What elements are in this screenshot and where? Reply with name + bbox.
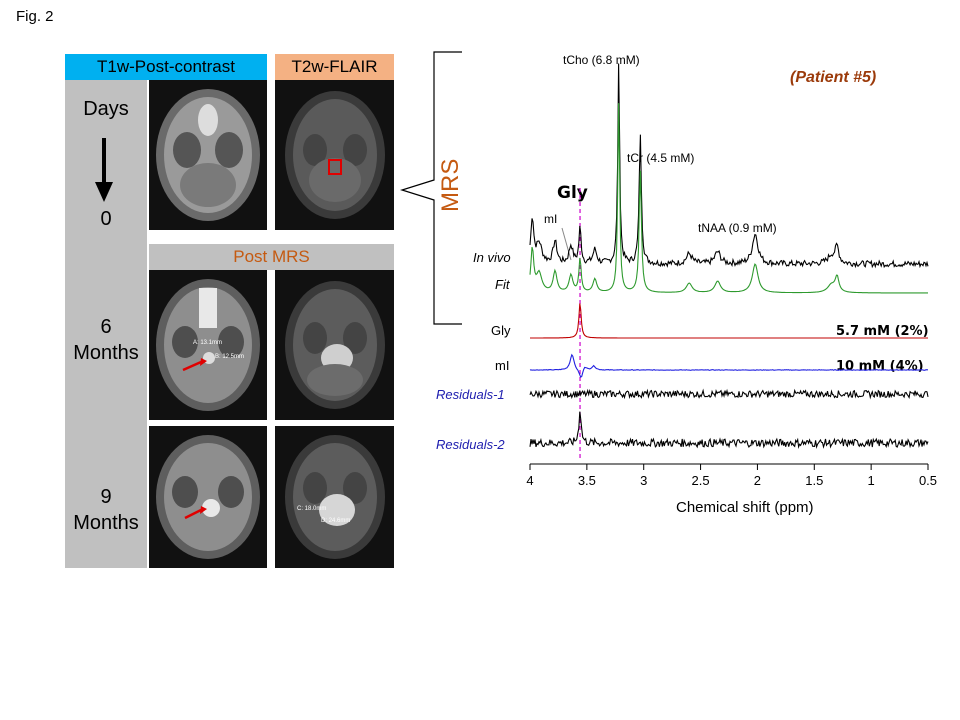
mri-t1-6months: A: 13.1mm B: 12.5mm: [149, 270, 267, 420]
annotation-d: D: 24.6mm: [321, 518, 351, 524]
figure-label: Fig. 2: [16, 8, 54, 25]
mrs-label: MRS: [437, 159, 464, 212]
x-tick-label: 0.5: [919, 473, 937, 488]
mri-t1-9months: [149, 426, 267, 568]
mrs-spectrum-panel: MRS (Patient #5) tCho (6.8 mM) tCr (4.5 …: [400, 51, 937, 516]
trace-label-fit: Fit: [495, 277, 511, 292]
conc-gly: 5.7 mM (2%): [836, 324, 929, 339]
trace-label-residuals2: Residuals-2: [436, 437, 505, 452]
trace-label-mi: mI: [495, 358, 509, 373]
x-axis-label: Chemical shift (ppm): [676, 499, 814, 516]
trace-label-gly: Gly: [491, 323, 511, 338]
label-nine-months: Months: [73, 512, 139, 534]
peak-label-tcho: tCho (6.8 mM): [563, 53, 640, 67]
voxel-marker: [328, 159, 342, 175]
x-tick-label: 2.5: [692, 473, 710, 488]
header-t2: T2w-FLAIR: [275, 54, 394, 80]
x-tick-label: 3.5: [578, 473, 596, 488]
trace-mi: [529, 353, 928, 378]
x-tick-label: 4: [526, 473, 533, 488]
arrow-down-icon: [95, 138, 113, 202]
label-day-zero: 0: [100, 208, 112, 230]
mrs-brace: [400, 51, 462, 325]
x-tick-label: 2: [754, 473, 761, 488]
peak-label-gly: Gly: [557, 183, 588, 203]
mri-t2-9months: C: 18.0mm D: 24.6mm: [275, 426, 394, 568]
annotation-a: A: 13.1mm: [193, 340, 223, 346]
annotation-b: B: 12.5mm: [215, 354, 245, 360]
trace-label-invivo: In vivo: [473, 250, 511, 265]
mri-t1-day0: [149, 80, 267, 230]
conc-mi: 10 mM (4%): [836, 359, 924, 374]
trace-residuals-2: [529, 411, 929, 449]
x-tick-label: 3: [640, 473, 647, 488]
mri-t2-6months: [275, 270, 394, 420]
patient-label: (Patient #5): [790, 69, 876, 86]
x-tick-label: 1.5: [805, 473, 823, 488]
mri-t2-day0: [275, 80, 394, 230]
trace-in-vivo: [529, 63, 929, 269]
mi-pointer: [561, 227, 572, 261]
trace-fit: [529, 103, 928, 294]
peak-label-mi: mI: [544, 212, 557, 226]
trace-gly: [530, 303, 928, 339]
label-days: Days: [83, 98, 129, 120]
header-post-mrs: Post MRS: [149, 244, 394, 270]
label-six-months: Months: [73, 342, 139, 364]
trace-label-residuals1: Residuals-1: [436, 387, 505, 402]
trace-residuals-1: [529, 388, 929, 400]
x-tick-label: 1: [868, 473, 875, 488]
peak-label-tcr: tCr (4.5 mM): [627, 151, 694, 165]
x-axis-ticks: 4 3.5 3 2.5 2 1.5 1 0.5: [526, 464, 937, 488]
annotation-c: C: 18.0mm: [297, 506, 327, 512]
spectrum-traces: [529, 63, 929, 449]
peak-label-tnaa: tNAA (0.9 mM): [698, 221, 777, 235]
label-six: 6: [100, 316, 112, 338]
label-nine: 9: [100, 486, 112, 508]
header-t1: T1w-Post-contrast: [65, 54, 267, 80]
